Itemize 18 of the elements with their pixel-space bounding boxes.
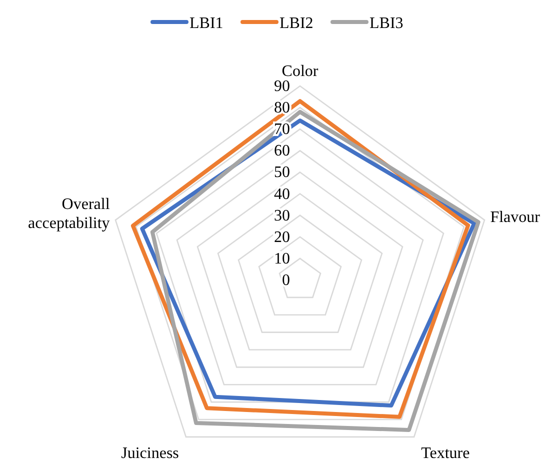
legend-label: LBI2 — [280, 15, 314, 32]
y-tick-label: 50 — [274, 164, 290, 182]
spoke-label: Texture — [421, 444, 470, 462]
spoke-label: Flavour — [490, 208, 541, 226]
spoke-label: Color — [282, 63, 319, 80]
y-tick-label: 40 — [274, 186, 290, 203]
y-tick-label: 90 — [274, 78, 290, 95]
y-tick-label: 80 — [274, 100, 290, 117]
y-tick-label: 0 — [282, 272, 290, 289]
y-tick-label: 30 — [274, 207, 290, 224]
y-tick-label: 10 — [274, 250, 290, 268]
legend-label: LBI3 — [370, 15, 404, 32]
y-tick-label: 60 — [274, 142, 290, 160]
legend-label: LBI1 — [190, 15, 224, 32]
spoke-label: Juiciness — [121, 444, 179, 462]
y-tick-label: 20 — [274, 228, 290, 246]
spoke-label: Overall acceptability — [28, 196, 110, 232]
y-tick-label: 70 — [274, 121, 290, 138]
